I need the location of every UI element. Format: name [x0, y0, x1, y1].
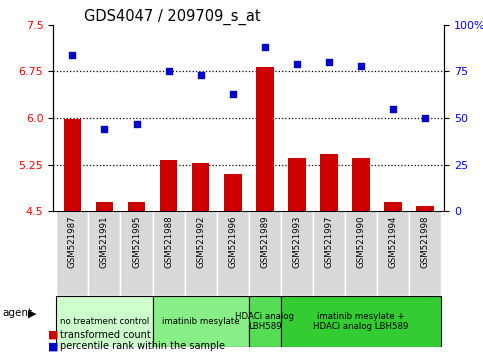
Text: imatinib mesylate +
HDACi analog LBH589: imatinib mesylate + HDACi analog LBH589 [313, 312, 409, 331]
Bar [345, 211, 377, 296]
Bar [160, 160, 177, 211]
Bar [224, 174, 242, 211]
Text: GSM521997: GSM521997 [325, 216, 333, 268]
Text: ■: ■ [48, 341, 59, 351]
Bar [281, 211, 313, 296]
Bar [153, 296, 249, 347]
Text: no treatment control: no treatment control [60, 317, 149, 326]
Point [69, 52, 76, 57]
Point [389, 106, 397, 112]
Text: transformed count: transformed count [60, 330, 151, 339]
Bar [409, 211, 441, 296]
Text: GSM521998: GSM521998 [421, 216, 429, 268]
Point [165, 69, 172, 74]
Point [197, 72, 204, 78]
Bar [217, 211, 249, 296]
Text: GSM521987: GSM521987 [68, 216, 77, 268]
Bar [352, 159, 370, 211]
Bar [384, 202, 402, 211]
Bar [88, 211, 120, 296]
Text: GDS4047 / 209709_s_at: GDS4047 / 209709_s_at [85, 8, 261, 25]
Bar [256, 67, 273, 211]
Bar [120, 211, 153, 296]
Bar [249, 211, 281, 296]
Bar [288, 158, 306, 211]
Text: GSM521990: GSM521990 [356, 216, 366, 268]
Point [293, 61, 301, 67]
Point [261, 44, 269, 50]
Bar [313, 211, 345, 296]
Text: percentile rank within the sample: percentile rank within the sample [60, 341, 226, 351]
Bar [185, 211, 217, 296]
Point [100, 126, 108, 132]
Bar [281, 296, 441, 347]
Bar [96, 202, 113, 211]
Point [421, 115, 429, 121]
Bar [192, 163, 210, 211]
Text: GSM521994: GSM521994 [388, 216, 398, 268]
Text: GSM521992: GSM521992 [196, 216, 205, 268]
Bar [57, 296, 153, 347]
Point [325, 59, 333, 65]
Text: ■: ■ [48, 330, 59, 339]
Bar [377, 211, 409, 296]
Text: GSM521993: GSM521993 [292, 216, 301, 268]
Text: imatinib mesylate: imatinib mesylate [162, 317, 240, 326]
Text: GSM521995: GSM521995 [132, 216, 141, 268]
Bar [153, 211, 185, 296]
Text: ▶: ▶ [28, 308, 37, 318]
Text: GSM521991: GSM521991 [100, 216, 109, 268]
Text: GSM521996: GSM521996 [228, 216, 237, 268]
Text: GSM521988: GSM521988 [164, 216, 173, 268]
Point [357, 63, 365, 69]
Text: HDACi analog
LBH589: HDACi analog LBH589 [235, 312, 294, 331]
Text: GSM521989: GSM521989 [260, 216, 270, 268]
Bar [249, 296, 281, 347]
Text: agent: agent [2, 308, 32, 318]
Point [133, 121, 141, 126]
Bar [64, 119, 81, 211]
Bar [416, 206, 434, 211]
Bar [128, 202, 145, 211]
Point [229, 91, 237, 97]
Bar [57, 211, 88, 296]
Bar [320, 154, 338, 211]
